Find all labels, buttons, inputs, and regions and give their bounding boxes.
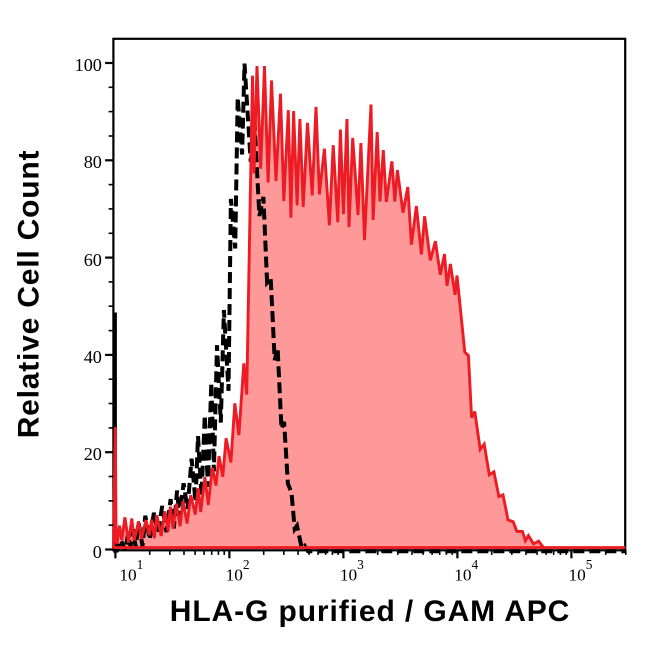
svg-text:60: 60 [84, 250, 102, 270]
svg-text:40: 40 [84, 347, 102, 367]
svg-text:Relative Cell Count: Relative Cell Count [13, 150, 46, 439]
svg-text:20: 20 [84, 444, 102, 464]
svg-text:80: 80 [84, 152, 102, 172]
svg-text:100: 100 [75, 55, 102, 75]
svg-text:0: 0 [93, 542, 102, 562]
svg-text:HLA-G purified / GAM APC: HLA-G purified / GAM APC [170, 595, 570, 628]
